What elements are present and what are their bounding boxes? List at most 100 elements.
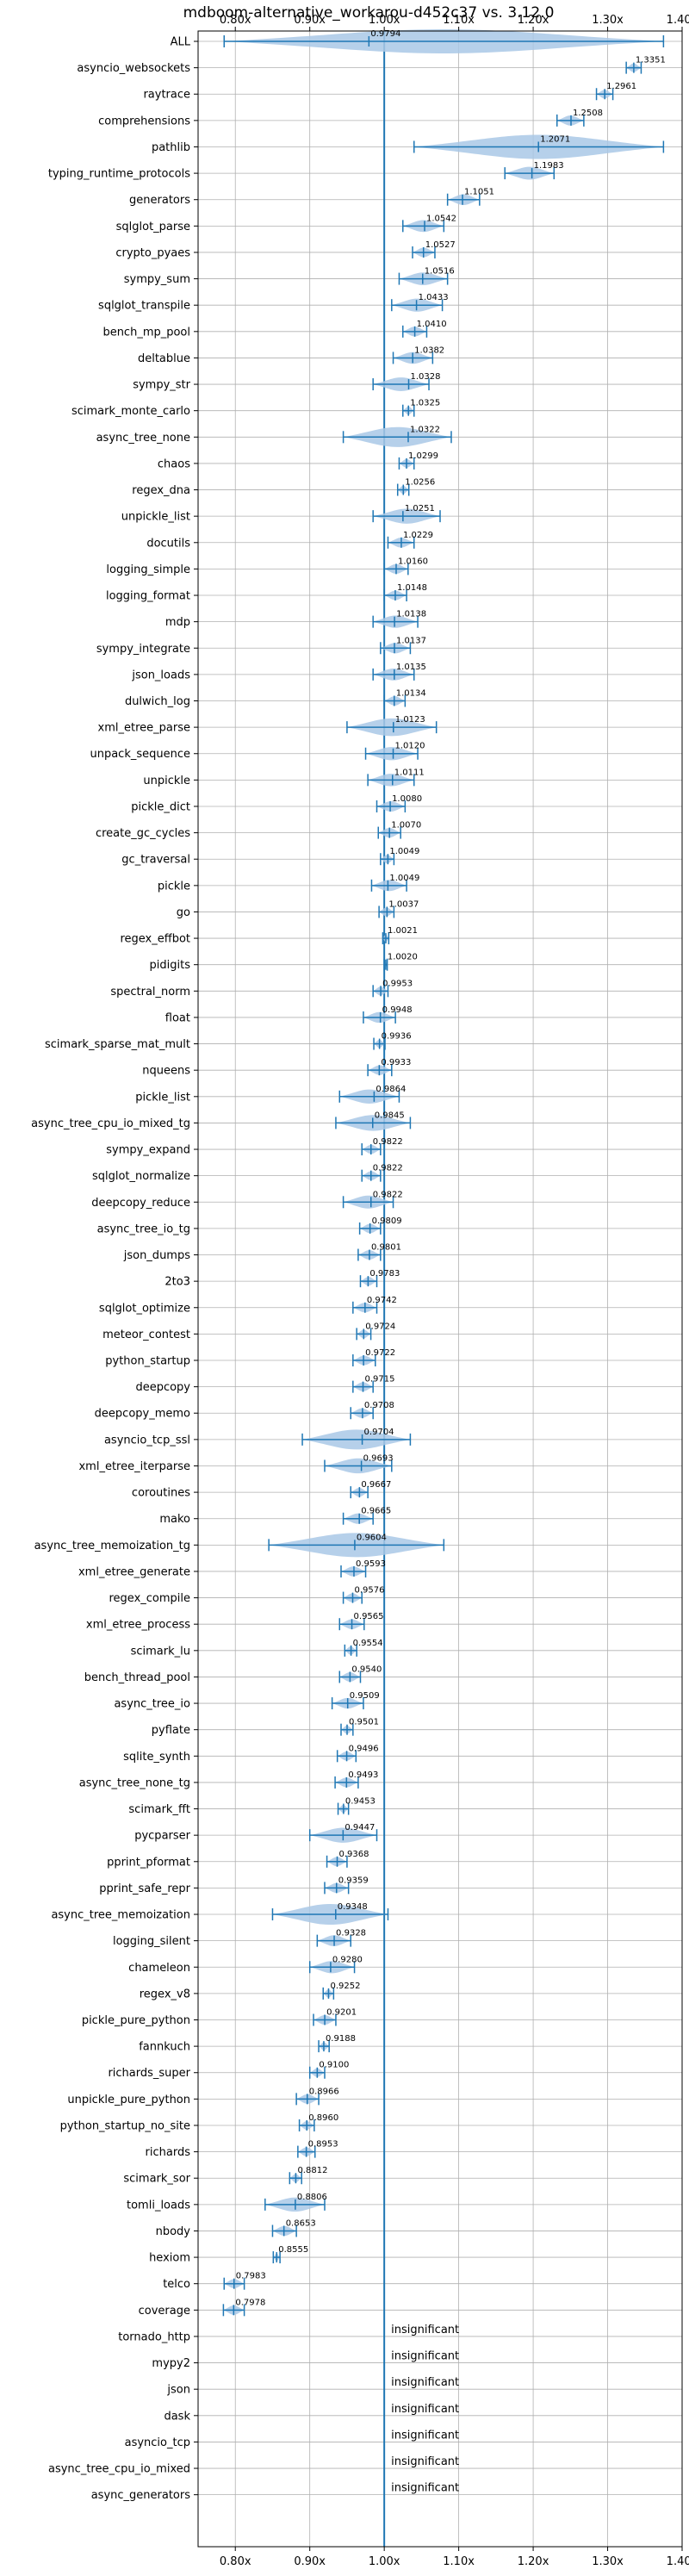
value-label: 1.2961 <box>606 82 636 91</box>
value-label: 0.9604 <box>357 1533 387 1542</box>
benchmark-label: pickle_list <box>135 1091 190 1104</box>
benchmark-label: scimark_sor <box>123 2173 190 2186</box>
value-label: 0.9693 <box>363 1453 394 1463</box>
benchmark-label: comprehensions <box>98 115 190 128</box>
benchmark-label: unpickle <box>143 775 190 787</box>
benchmark-label: docutils <box>146 537 190 550</box>
value-label: 1.0148 <box>397 583 427 593</box>
value-label: 0.9822 <box>373 1190 403 1199</box>
benchmark-label: scimark_monte_carlo <box>71 405 190 418</box>
value-label: 0.9864 <box>376 1085 406 1094</box>
benchmark-label: deltablue <box>138 352 190 365</box>
benchmark-label: meteor_contest <box>102 1328 190 1341</box>
benchmark-label: telco <box>163 2278 190 2291</box>
benchmark-label: spectral_norm <box>110 986 190 999</box>
x-tick-label-bottom: 1.20x <box>518 2555 549 2568</box>
benchmark-label: pycparser <box>134 1830 190 1843</box>
value-label: 0.9822 <box>373 1164 403 1173</box>
x-axis-ticks: 0.80x 0.80x 0.90x 0.90x 1.00x 1.00x 1.10x 1.10x… <box>194 14 689 2568</box>
benchmark-label: sympy_sum <box>124 273 190 286</box>
benchmark-label: deepcopy <box>135 1381 190 1394</box>
value-label: 0.9201 <box>326 2008 357 2018</box>
y-axis-categories: ALL asyncio_websockets raytrace comprehensi… <box>31 36 191 2503</box>
benchmark-label: xml_etree_parse <box>98 722 190 735</box>
benchmark-label: mako <box>159 1513 190 1526</box>
value-label: 0.9188 <box>326 2034 356 2044</box>
benchmark-label: regex_dna <box>132 484 190 497</box>
value-label: 1.0049 <box>389 847 419 856</box>
value-label: 1.0542 <box>426 214 456 223</box>
benchmark-label: scimark_fft <box>128 1803 190 1816</box>
benchmark-label: python_startup <box>105 1355 190 1368</box>
benchmark-label: unpack_sequence <box>90 748 190 761</box>
benchmark-label: pickle <box>158 880 190 893</box>
value-label: 1.2508 <box>573 109 603 118</box>
value-label: 1.0229 <box>403 531 433 540</box>
value-label: 1.0137 <box>396 636 426 645</box>
benchmark-label: sympy_str <box>133 379 190 392</box>
value-label: 0.9493 <box>348 1770 378 1780</box>
x-tick-label-bottom: 1.30x <box>592 2555 624 2568</box>
benchmark-label: python_startup_no_site <box>60 2119 190 2132</box>
insignificant-label: insignificant <box>391 2482 459 2495</box>
value-label: 0.9822 <box>373 1137 403 1147</box>
benchmark-label: sqlglot_parse <box>116 221 190 233</box>
value-label: 0.9742 <box>367 1296 397 1305</box>
benchmark-label: generators <box>129 194 190 207</box>
value-label: 0.9496 <box>349 1744 379 1753</box>
benchmark-label: logging_silent <box>113 1935 190 1948</box>
benchmark-label: go <box>177 906 190 919</box>
benchmark-label: async_tree_none_tg <box>79 1776 190 1789</box>
benchmark-label: pprint_pformat <box>107 1856 190 1869</box>
benchmark-label: coverage <box>139 2305 190 2318</box>
value-label: 1.0433 <box>419 293 449 302</box>
insignificant-label: insignificant <box>391 2429 459 2442</box>
value-label: 0.9936 <box>382 1032 412 1042</box>
benchmark-label: chaos <box>158 457 190 470</box>
value-label: 0.9576 <box>354 1586 384 1596</box>
benchmark-label: async_generators <box>91 2489 191 2502</box>
x-tick-label-top: 1.20x <box>518 14 549 27</box>
x-tick-label-bottom: 1.00x <box>369 2555 400 2568</box>
value-label: 0.8960 <box>308 2113 338 2123</box>
value-label: 0.9783 <box>369 1269 400 1279</box>
benchmark-label: xml_etree_process <box>86 1619 190 1632</box>
value-label: 1.0020 <box>388 953 418 962</box>
x-tick-label-bottom: 0.80x <box>220 2555 251 2568</box>
benchmark-label: bench_mp_pool <box>102 326 190 339</box>
benchmark-label: pickle_dict <box>131 800 190 813</box>
benchmark-label: deepcopy_memo <box>95 1408 190 1421</box>
value-label: 0.9280 <box>332 1955 363 1964</box>
insignificant-label: insignificant <box>391 2403 459 2416</box>
value-label: 1.2071 <box>540 134 570 144</box>
benchmark-label: bench_thread_pool <box>84 1671 190 1684</box>
benchmark-label: raytrace <box>143 89 190 102</box>
benchmark-label: async_tree_cpu_io_mixed <box>48 2463 190 2476</box>
benchmark-label: richards_super <box>108 2067 190 2080</box>
value-label: 1.0527 <box>425 240 456 250</box>
benchmark-label: create_gc_cycles <box>96 827 190 840</box>
value-label: 1.0160 <box>398 557 428 566</box>
benchmark-label: sympy_expand <box>106 1144 190 1157</box>
x-tick-label-top: 1.40x <box>667 14 689 27</box>
x-tick-label-top: 1.30x <box>592 14 624 27</box>
benchmark-label: asyncio_tcp_ssl <box>104 1434 190 1447</box>
value-label: 0.9953 <box>382 979 413 988</box>
value-label: 0.9724 <box>365 1322 395 1331</box>
value-label: 1.0325 <box>410 399 440 408</box>
benchmark-label: crypto_pyaes <box>115 246 190 259</box>
value-label: 0.9722 <box>365 1348 395 1358</box>
benchmark-label: mypy2 <box>152 2357 190 2370</box>
value-label: 0.9794 <box>370 29 400 39</box>
value-label: 1.0410 <box>417 320 447 329</box>
value-label: 1.0111 <box>394 768 425 777</box>
value-label: 1.0256 <box>405 478 435 488</box>
value-label: 1.0138 <box>396 610 426 619</box>
value-label: 1.0135 <box>396 663 426 672</box>
value-label: 0.7983 <box>236 2272 266 2281</box>
benchmark-label: scimark_sparse_mat_mult <box>45 1038 190 1051</box>
benchmark-label: tomli_loads <box>127 2199 190 2212</box>
benchmark-label: regex_v8 <box>140 1988 190 2000</box>
value-label: 1.0021 <box>388 926 418 936</box>
benchmark-label: sqlglot_normalize <box>92 1170 190 1183</box>
